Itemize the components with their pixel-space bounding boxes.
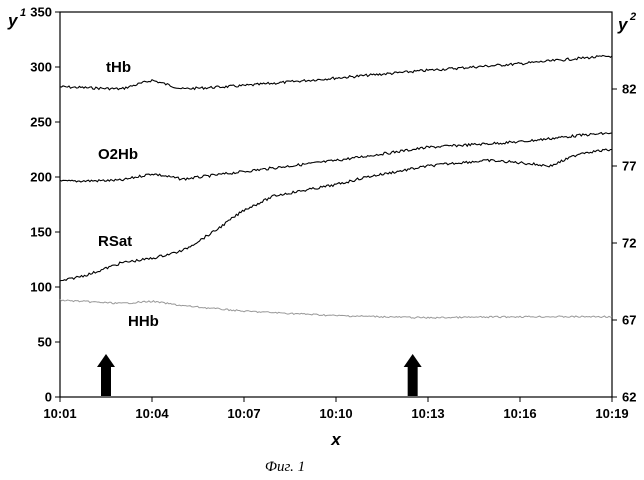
y1-tick-label: 250 — [30, 115, 52, 130]
x-axis-title: x — [330, 430, 342, 449]
y1-tick-label: 100 — [30, 280, 52, 295]
y1-axis-title-sup: 1 — [20, 7, 26, 19]
x-axis: 10:01 10:04 10:07 10:10 10:13 10:16 10:19 — [43, 397, 628, 421]
series-label-hhb: HHb — [128, 313, 159, 330]
y1-tick-label: 350 — [30, 5, 52, 20]
series-line-o2hb — [60, 133, 612, 182]
series-line-rsat — [60, 149, 612, 281]
x-tick-label: 10:19 — [595, 406, 628, 421]
y1-tick-label: 0 — [45, 390, 52, 405]
y2-tick-label: 77 — [622, 159, 636, 174]
x-tick-label: 10:16 — [503, 406, 536, 421]
y1-tick-label: 150 — [30, 225, 52, 240]
y2-axis-title-sup: 2 — [629, 11, 636, 23]
y1-tick-label: 300 — [30, 60, 52, 75]
series-line-thb — [60, 56, 612, 90]
y2-tick-label: 82 — [622, 82, 636, 97]
plot-frame — [60, 12, 612, 397]
plot-area — [60, 12, 612, 397]
marker-arrow-icon — [97, 354, 115, 396]
series-label-thb: tHb — [106, 59, 131, 76]
y1-tick-label: 200 — [30, 170, 52, 185]
x-tick-label: 10:01 — [43, 406, 76, 421]
y2-axis-title: y — [617, 15, 629, 34]
x-tick-label: 10:04 — [135, 406, 169, 421]
x-tick-label: 10:07 — [227, 406, 260, 421]
arrows-layer — [97, 354, 422, 396]
y2-tick-label: 72 — [622, 236, 636, 251]
series-label-rsat: RSat — [98, 233, 132, 250]
series-layer — [60, 56, 612, 319]
y2-axis: 62 67 72 77 82 — [612, 82, 636, 405]
series-label-o2hb: O2Hb — [98, 146, 138, 163]
series-labels: tHb O2Hb RSat HHb — [98, 59, 159, 330]
y1-tick-label: 50 — [38, 335, 52, 350]
y2-tick-label: 67 — [622, 313, 636, 328]
figure-caption: Фиг. 1 — [265, 459, 305, 475]
y1-axis-title: y — [7, 11, 19, 30]
marker-arrow-icon — [404, 354, 422, 396]
x-tick-label: 10:10 — [319, 406, 352, 421]
y1-axis: 0 50 100 150 200 250 300 350 — [30, 5, 60, 405]
y2-tick-label: 62 — [622, 390, 636, 405]
x-tick-label: 10:13 — [411, 406, 444, 421]
